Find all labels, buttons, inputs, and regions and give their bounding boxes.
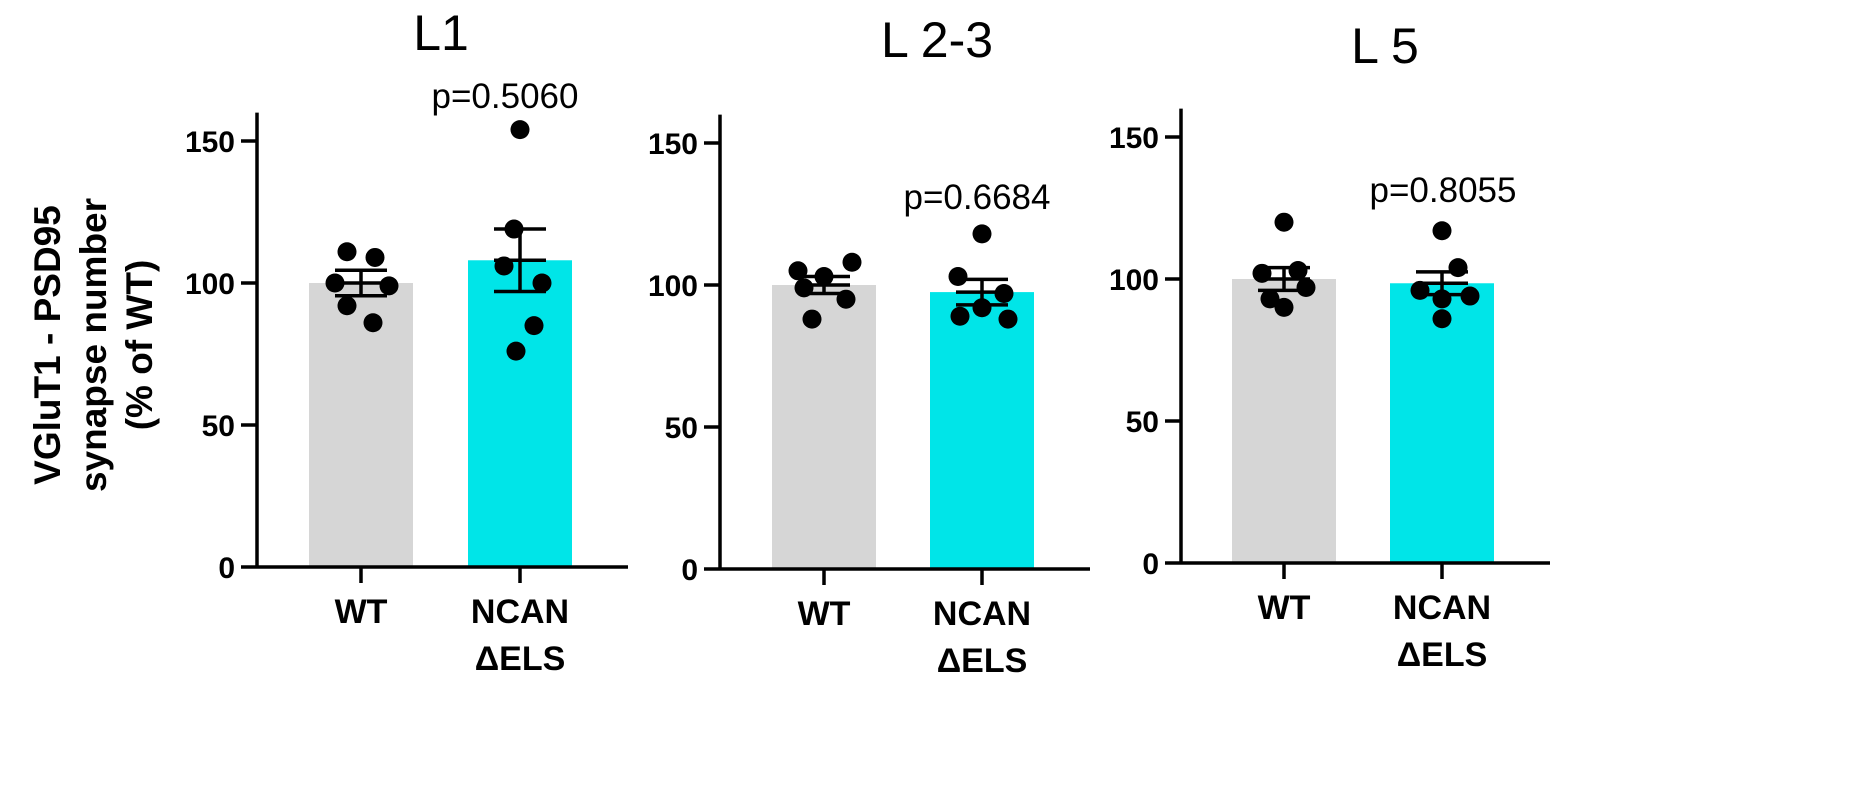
x-tick-label-wt: WT [335, 593, 388, 631]
data-point [1274, 297, 1294, 317]
x-tick-label-wt: WT [1258, 589, 1311, 627]
y-tick-label: 50 [665, 412, 698, 445]
bar-ncan [1390, 283, 1494, 563]
data-point [337, 296, 357, 316]
data-point [524, 316, 544, 336]
data-point [836, 289, 856, 309]
y-axis-title-line-1: VGluT1 - PSD95 [27, 205, 68, 485]
x-tick-label-ncan: NCAN [1393, 589, 1491, 627]
data-point [379, 276, 399, 296]
y-tick-label: 50 [202, 410, 235, 443]
x-tick-label-ncan: ΔELS [475, 640, 566, 678]
data-point [506, 341, 526, 361]
p-value-annotation: p=0.6684 [904, 178, 1051, 217]
x-tick-label-wt: WT [798, 595, 851, 633]
data-point [1432, 221, 1452, 241]
y-tick-label: 150 [648, 128, 698, 161]
x-tick-label-ncan: ΔELS [1397, 636, 1488, 674]
data-point [510, 120, 530, 140]
data-point [1260, 289, 1280, 309]
p-value-annotation: p=0.5060 [432, 77, 579, 116]
data-point [365, 247, 385, 267]
data-point [337, 242, 357, 262]
data-point [802, 309, 822, 329]
bar-wt [1232, 279, 1336, 563]
bar-ncan [468, 260, 572, 567]
data-point [998, 309, 1018, 329]
panel-title: L 2-3 [881, 12, 993, 68]
data-point [1432, 309, 1452, 329]
y-axis-title-line-3: (% of WT) [119, 260, 160, 431]
data-point [1252, 263, 1272, 283]
x-tick-label-ncan: NCAN [471, 593, 569, 631]
data-point [363, 313, 383, 333]
y-tick-label: 0 [1142, 548, 1159, 581]
y-tick-label: 0 [218, 552, 235, 585]
data-point [1410, 280, 1430, 300]
y-tick-label: 150 [185, 126, 235, 159]
data-point [1288, 260, 1308, 280]
data-point [1432, 289, 1452, 309]
data-point [1274, 212, 1294, 232]
y-tick-label: 100 [1109, 264, 1159, 297]
data-point [494, 256, 514, 276]
data-point [1296, 278, 1316, 298]
data-point [504, 219, 524, 239]
y-tick-label: 150 [1109, 122, 1159, 155]
y-tick-label: 100 [648, 270, 698, 303]
panel-title: L 5 [1351, 18, 1419, 74]
data-point [972, 298, 992, 318]
data-point [794, 278, 814, 298]
bar-wt [309, 283, 413, 567]
y-axis-title: VGluT1 - PSD95 synapse number (% of WT) [27, 198, 160, 492]
panel-3: L 5 0 50 100 150 WT NCAN ΔELS p=0.8055 [1109, 18, 1550, 674]
y-tick-label: 50 [1126, 406, 1159, 439]
p-value-annotation: p=0.8055 [1370, 171, 1517, 210]
data-point [1460, 286, 1480, 306]
bar-ncan [930, 292, 1034, 569]
data-point [325, 273, 345, 293]
data-point [532, 273, 552, 293]
panel-2: L 2-3 0 50 100 150 WT NCAN ΔELS p=0.6684 [648, 12, 1090, 680]
panels: L1 0 50 100 150 WT NCAN ΔELS p=0.5060 L 2-3 0 50 100… [185, 5, 1550, 680]
y-tick-label: 100 [185, 268, 235, 301]
data-point [842, 252, 862, 272]
data-point [814, 266, 834, 286]
panel-1: L1 0 50 100 150 WT NCAN ΔELS p=0.5060 [185, 5, 628, 678]
y-tick-label: 0 [681, 554, 698, 587]
data-point [788, 261, 808, 281]
data-point [950, 306, 970, 326]
bar-wt [772, 285, 876, 569]
data-point [948, 266, 968, 286]
data-point [972, 224, 992, 244]
data-point [1448, 258, 1468, 278]
data-point [994, 284, 1014, 304]
y-axis-title-line-2: synapse number [73, 198, 114, 492]
x-tick-label-ncan: NCAN [933, 595, 1031, 633]
panel-title: L1 [413, 5, 469, 61]
x-tick-label-ncan: ΔELS [937, 642, 1028, 680]
